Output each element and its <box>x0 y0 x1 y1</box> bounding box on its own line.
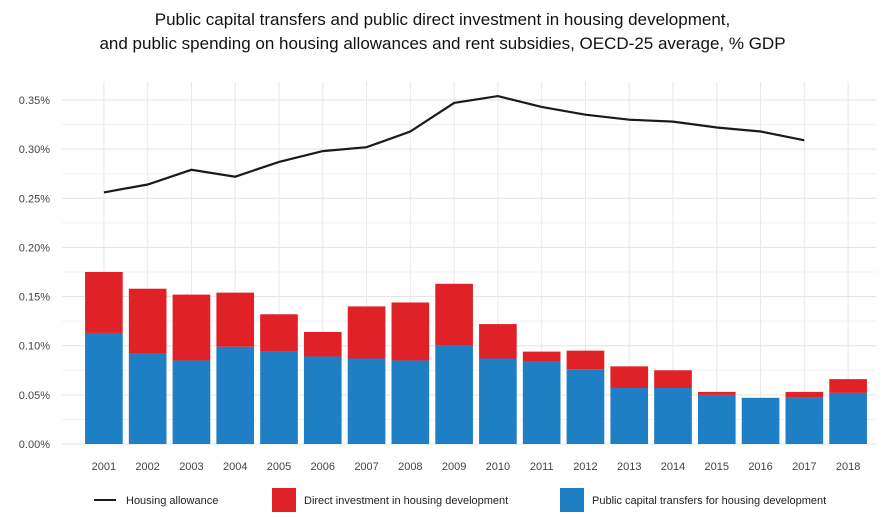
x-tick-label: 2005 <box>267 461 291 473</box>
bar-direct-investment <box>435 283 473 346</box>
bar-capital-transfers <box>479 358 517 444</box>
bar-capital-transfers <box>435 345 473 444</box>
x-tick-label: 2001 <box>92 461 116 473</box>
line-housing-allowance <box>103 94 805 194</box>
bar-capital-transfers <box>522 361 561 444</box>
bar-direct-investment <box>522 351 561 362</box>
bar-capital-transfers <box>128 353 167 444</box>
bar-capital-transfers <box>260 351 298 444</box>
y-tick-label: 0.00% <box>19 439 50 451</box>
bar-direct-investment <box>260 314 298 352</box>
x-tick-label: 2010 <box>486 461 510 473</box>
x-tick-label: 2009 <box>442 461 466 473</box>
y-tick-label: 0.30% <box>19 144 50 156</box>
y-tick-label: 0.25% <box>19 193 50 205</box>
bar-direct-investment <box>128 288 167 354</box>
x-tick-label: 2017 <box>792 461 816 473</box>
bar-capital-transfers <box>347 358 386 444</box>
bar-capital-transfers <box>697 394 736 444</box>
bar-direct-investment <box>85 272 123 333</box>
bar-capital-transfers <box>303 356 342 444</box>
bar-capital-transfers <box>654 387 692 444</box>
bar-capital-transfers <box>85 332 123 444</box>
x-tick-label: 2002 <box>135 461 159 473</box>
x-tick-label: 2008 <box>398 461 422 473</box>
y-tick-label: 0.35% <box>19 95 50 107</box>
bar-capital-transfers <box>785 397 824 444</box>
bar-direct-investment <box>654 370 692 388</box>
bar-capital-transfers <box>741 397 780 444</box>
y-tick-label: 0.15% <box>19 292 50 304</box>
bar-direct-investment <box>697 391 736 395</box>
x-tick-label: 2012 <box>573 461 597 473</box>
x-tick-label: 2018 <box>836 461 860 473</box>
chart-subtitle: and public spending on housing allowance… <box>99 34 786 53</box>
bar-capital-transfers <box>172 360 211 444</box>
x-tick-label: 2011 <box>530 461 554 473</box>
bar-direct-investment <box>172 294 211 361</box>
legend-swatch-capital-transfers <box>560 488 584 512</box>
bar-capital-transfers <box>829 392 867 444</box>
bar-direct-investment <box>785 391 824 398</box>
chart-title: Public capital transfers and public dire… <box>154 10 731 29</box>
bar-capital-transfers <box>216 346 255 444</box>
x-tick-label: 2013 <box>617 461 641 473</box>
bar-capital-transfers <box>391 360 430 444</box>
x-tick-label: 2015 <box>705 461 729 473</box>
x-tick-label: 2003 <box>179 461 203 473</box>
x-tick-label: 2016 <box>748 461 772 473</box>
bar-direct-investment <box>391 302 430 361</box>
legend-label-direct-investment: Direct investment in housing development <box>304 495 508 507</box>
x-tick-label: 2004 <box>223 461 247 473</box>
x-tick-label: 2014 <box>661 461 685 473</box>
y-tick-label: 0.20% <box>19 242 50 254</box>
bar-direct-investment <box>610 366 649 388</box>
bar-direct-investment <box>216 292 255 347</box>
bar-capital-transfers <box>610 387 649 444</box>
x-tick-label: 2006 <box>311 461 335 473</box>
x-tick-label: 2007 <box>354 461 378 473</box>
bar-direct-investment <box>347 306 386 359</box>
bar-direct-investment <box>566 350 605 370</box>
y-tick-label: 0.05% <box>19 390 50 402</box>
bar-direct-investment <box>479 324 517 359</box>
bar-capital-transfers <box>566 369 605 444</box>
legend-label-capital-transfers: Public capital transfers for housing dev… <box>592 495 826 507</box>
legend-label-housing-allowance: Housing allowance <box>126 495 218 507</box>
bar-direct-investment <box>829 379 867 393</box>
bar-direct-investment <box>303 331 342 357</box>
y-tick-label: 0.10% <box>19 341 50 353</box>
legend-swatch-direct-investment <box>272 488 296 512</box>
